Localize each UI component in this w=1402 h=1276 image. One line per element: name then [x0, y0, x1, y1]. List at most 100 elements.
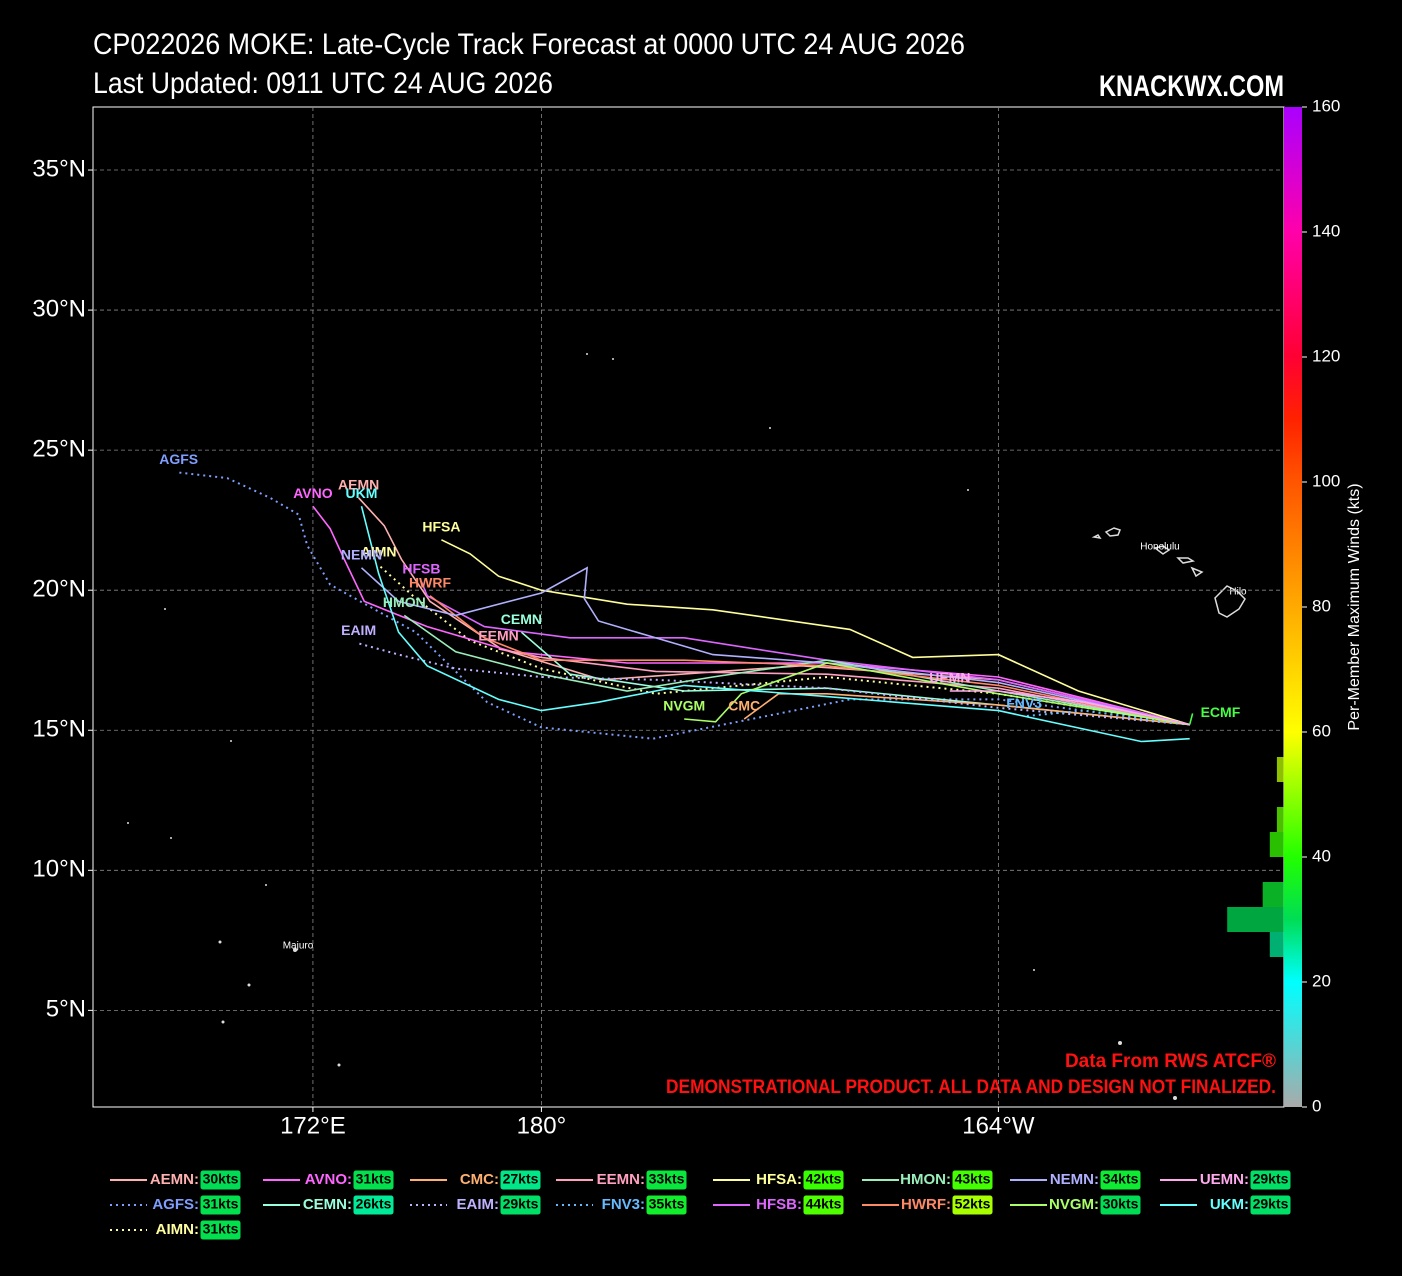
wind-badge: [352, 1194, 395, 1216]
legend-label: CEMN: [303, 1196, 347, 1213]
wind-badge: [199, 1219, 242, 1241]
track-line: [1188, 713, 1194, 725]
place-label: Hilo: [1229, 587, 1247, 598]
colorbar-tick-label: 80: [1312, 596, 1331, 615]
legend-label: AIMN: [156, 1221, 194, 1238]
track-label: CMC: [728, 698, 760, 714]
legend-label: EAIM: [457, 1196, 495, 1213]
chart-subtitle: Last Updated: 0911 UTC 24 AUG 2026: [93, 67, 553, 100]
histogram-bar: [1276, 807, 1284, 832]
wind-badge-label: 44kts: [806, 1196, 842, 1212]
wind-badge: [645, 1169, 688, 1191]
legend-label: HMON: [900, 1171, 946, 1188]
legend-separator: :: [194, 1196, 199, 1213]
y-tick-label: 5°N: [46, 996, 86, 1023]
track-label: EAIM: [341, 622, 376, 638]
colorbar-tick-label: 40: [1312, 846, 1331, 865]
colorbar-tick-label: 60: [1312, 721, 1331, 740]
track-line: [441, 539, 1190, 726]
legend-label: CMC: [460, 1171, 494, 1188]
legend-separator: :: [1244, 1171, 1249, 1188]
track-label: FNV3: [1006, 695, 1042, 711]
y-tick-label: 15°N: [32, 716, 86, 743]
y-tick-label: 35°N: [32, 155, 86, 182]
track-label: HFSB: [402, 560, 440, 576]
legend-separator: :: [194, 1221, 199, 1238]
wind-badge-label: 31kts: [356, 1171, 392, 1187]
legend-separator: :: [494, 1196, 499, 1213]
legend-label: UKM: [1210, 1196, 1244, 1213]
wind-badge: [802, 1169, 845, 1191]
y-tick-label: 10°N: [32, 856, 86, 883]
wind-badge: [1249, 1169, 1292, 1191]
legend-label: UEMN: [1200, 1171, 1244, 1188]
annotation: Data From RWS ATCF®: [1065, 1051, 1276, 1072]
wind-badge-label: 42kts: [806, 1171, 842, 1187]
wind-badge-label: 29kts: [503, 1196, 539, 1212]
wind-badge-label: 27kts: [503, 1171, 539, 1187]
wind-badge-label: 31kts: [203, 1196, 239, 1212]
track-label: CEMN: [501, 611, 542, 627]
legend-label: HFSA: [756, 1171, 797, 1188]
legend-label: AVNO: [305, 1171, 348, 1188]
legend-label: HFSB: [756, 1196, 797, 1213]
colorbar-tick-label: 100: [1312, 471, 1340, 490]
legend-label: HWRF: [901, 1196, 946, 1213]
track-line: [360, 506, 1190, 743]
wind-badge: [645, 1194, 688, 1216]
track-label: AIMN: [361, 544, 397, 560]
histogram-bar: [1269, 932, 1284, 957]
x-tick-label: 164°W: [962, 1112, 1035, 1139]
colorbar-tick-label: 120: [1312, 346, 1340, 365]
colorbar-tick-label: 140: [1312, 221, 1340, 240]
histogram-bar: [1262, 882, 1284, 907]
wind-badge: [199, 1194, 242, 1216]
track-label: HWRF: [409, 574, 451, 590]
x-tick-label: 172°E: [280, 1112, 346, 1139]
wind-badge-label: 35kts: [649, 1196, 685, 1212]
legend-label: NVGM: [1049, 1196, 1094, 1213]
track-line: [429, 595, 1190, 726]
track-line: [360, 566, 1190, 726]
wind-badge: [1249, 1194, 1292, 1216]
wind-badge: [951, 1169, 994, 1191]
legend-label: AGFS: [152, 1196, 194, 1213]
wind-badge-label: 31kts: [203, 1221, 239, 1237]
legend-separator: :: [946, 1196, 951, 1213]
wind-badge: [499, 1169, 542, 1191]
legend-separator: :: [797, 1196, 802, 1213]
legend-separator: :: [194, 1171, 199, 1188]
track-label: UKM: [346, 485, 378, 501]
track-label: EEMN: [478, 628, 518, 644]
track-label: AEMN: [338, 476, 379, 492]
legend-separator: :: [1094, 1171, 1099, 1188]
place-label: Honolulu: [1140, 542, 1179, 553]
tracks: [178, 471, 1194, 743]
wind-badge-label: 29kts: [1253, 1196, 1289, 1212]
wind-badge: [1099, 1194, 1142, 1216]
track-line: [403, 614, 1190, 726]
histogram-bar: [1227, 907, 1284, 932]
colorbar-tick-label: 160: [1312, 96, 1340, 115]
legend-separator: :: [1094, 1196, 1099, 1213]
colorbar-tick-label: 0: [1312, 1096, 1321, 1115]
wind-badge: [352, 1169, 395, 1191]
legend-separator: :: [640, 1196, 645, 1213]
legend-label: FNV3: [602, 1196, 640, 1213]
histogram-bar: [1269, 832, 1284, 857]
annotation: DEMONSTRATIONAL PRODUCT. ALL DATA AND DE…: [666, 1077, 1276, 1098]
wind-badge: [199, 1169, 242, 1191]
islands: [127, 353, 1246, 1100]
wind-badge-label: 29kts: [1253, 1171, 1289, 1187]
track-line: [684, 662, 1190, 726]
chart-title: CP022026 MOKE: Late-Cycle Track Forecast…: [93, 28, 965, 61]
place-label: Majuro: [283, 941, 314, 952]
x-tick-label: 180°: [517, 1112, 567, 1139]
wind-badge-label: 33kts: [649, 1171, 685, 1187]
y-tick-label: 25°N: [32, 435, 86, 462]
legend-separator: :: [797, 1171, 802, 1188]
track-label: HMON: [383, 594, 426, 610]
track-label: NEMN: [341, 546, 382, 562]
